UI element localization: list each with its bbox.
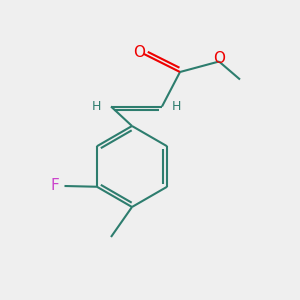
Text: H: H	[172, 100, 181, 113]
Text: O: O	[134, 45, 146, 60]
Text: F: F	[50, 178, 59, 194]
Text: O: O	[213, 51, 225, 66]
Text: H: H	[92, 100, 101, 113]
